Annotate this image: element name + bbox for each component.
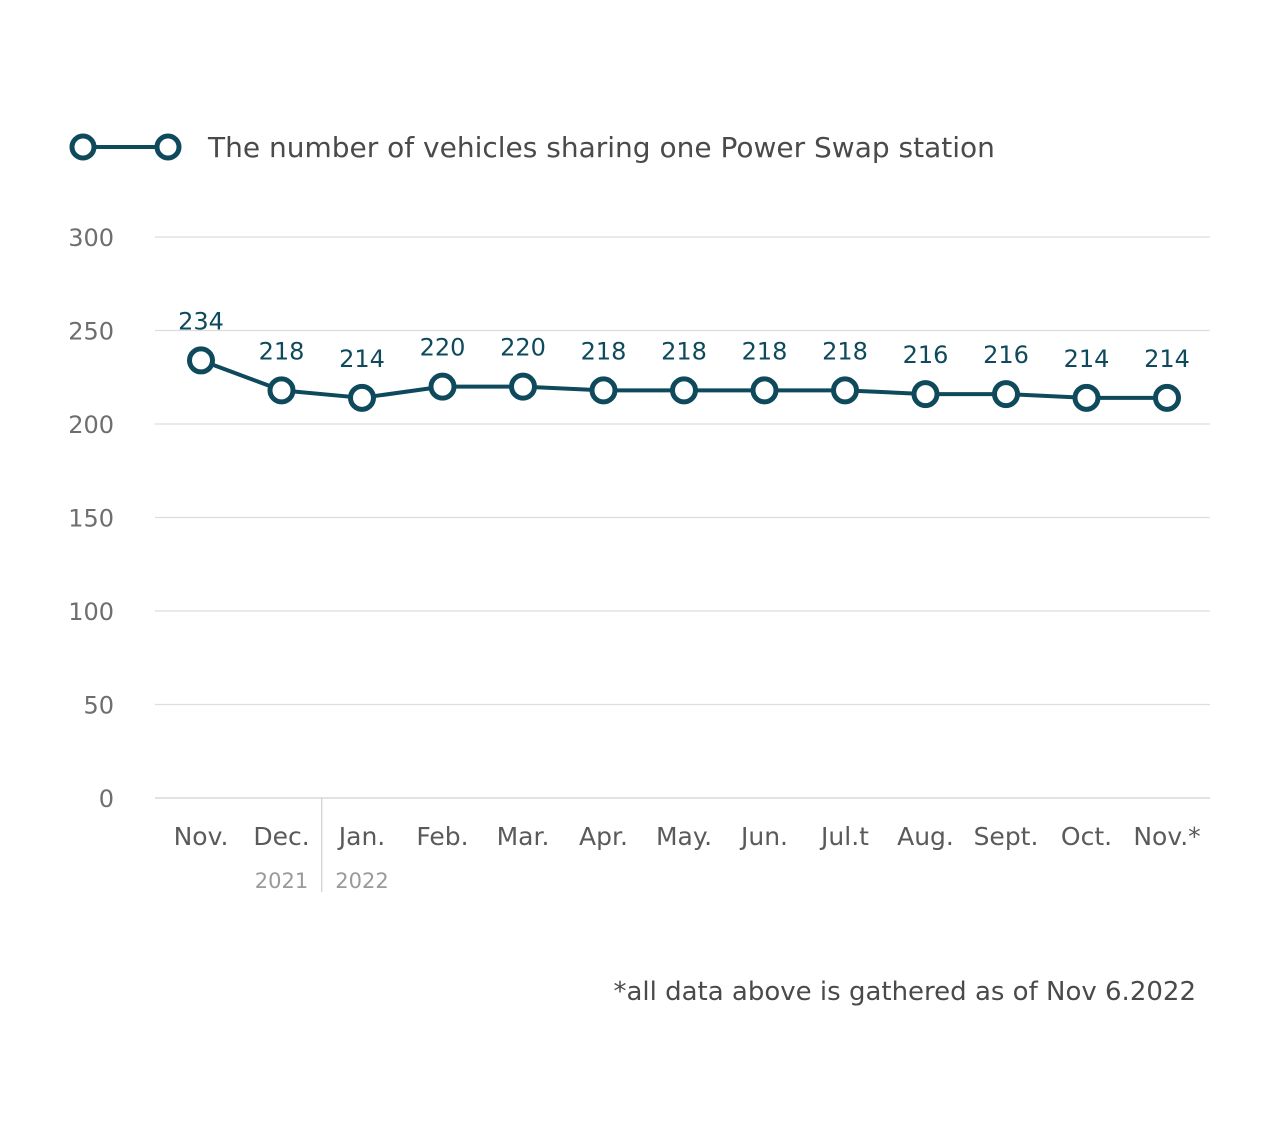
x-tick-label: Sept. bbox=[974, 822, 1039, 851]
data-label: 216 bbox=[983, 341, 1029, 369]
gridlines bbox=[155, 236, 1210, 799]
data-label: 220 bbox=[500, 334, 546, 362]
data-point bbox=[911, 380, 940, 409]
data-point bbox=[831, 376, 859, 405]
data-point bbox=[1153, 383, 1181, 412]
data-point bbox=[1072, 383, 1101, 412]
x-axis: Nov. Dec. Jan. Feb. Mar. Apr. May. Jun. Jul.t Aug… bbox=[174, 798, 1201, 893]
data-point bbox=[750, 376, 779, 405]
data-point bbox=[348, 383, 376, 412]
legend-marker-right bbox=[154, 133, 182, 161]
x-tick-label: Dec. bbox=[253, 822, 309, 851]
data-label: 220 bbox=[420, 334, 466, 362]
data-label: 234 bbox=[178, 307, 224, 335]
x-tick-label: Mar. bbox=[497, 822, 550, 851]
y-tick-label: 100 bbox=[68, 598, 114, 626]
x-tick-label: Jan. bbox=[337, 822, 385, 851]
year-label-2022: 2022 bbox=[335, 869, 388, 893]
data-label: 216 bbox=[903, 341, 949, 369]
x-tick-label: Jul.t bbox=[819, 822, 869, 851]
y-tick-label: 150 bbox=[68, 505, 114, 533]
x-tick-label: Oct. bbox=[1061, 822, 1112, 851]
y-axis: 0 50 100 150 200 250 300 bbox=[68, 224, 114, 813]
x-tick-label: May. bbox=[656, 822, 712, 851]
data-point bbox=[992, 380, 1020, 409]
data-label: 218 bbox=[661, 337, 707, 365]
x-tick-label: Jun. bbox=[739, 822, 788, 851]
x-tick-label: Aug. bbox=[897, 822, 954, 851]
x-tick-label: Feb. bbox=[416, 822, 468, 851]
y-tick-label: 200 bbox=[68, 411, 114, 439]
series bbox=[187, 346, 1181, 412]
data-label: 218 bbox=[581, 337, 627, 365]
legend: The number of vehicles sharing one Power… bbox=[69, 131, 995, 164]
data-label: 218 bbox=[259, 337, 305, 365]
y-tick-label: 300 bbox=[68, 224, 114, 252]
legend-label: The number of vehicles sharing one Power… bbox=[207, 131, 995, 164]
data-label: 214 bbox=[339, 345, 385, 373]
data-point bbox=[509, 372, 537, 401]
y-tick-label: 0 bbox=[99, 785, 114, 813]
x-tick-label: Apr. bbox=[579, 822, 628, 851]
data-point bbox=[267, 376, 296, 405]
data-point bbox=[670, 376, 698, 405]
y-tick-label: 50 bbox=[83, 692, 114, 720]
data-point bbox=[187, 346, 215, 375]
year-label-2021: 2021 bbox=[255, 869, 308, 893]
data-point bbox=[589, 376, 618, 405]
data-point bbox=[428, 372, 457, 401]
footnote: *all data above is gathered as of Nov 6.… bbox=[613, 977, 1196, 1007]
y-tick-label: 250 bbox=[68, 318, 114, 346]
data-label: 218 bbox=[822, 337, 868, 365]
x-tick-label: Nov.* bbox=[1133, 822, 1200, 851]
data-labels: 234 218 214 220 220 218 218 218 218 216 216 214 214 bbox=[178, 307, 1190, 372]
data-label: 218 bbox=[742, 337, 788, 365]
data-label: 214 bbox=[1144, 345, 1190, 373]
x-tick-label: Nov. bbox=[174, 822, 229, 851]
legend-marker-left bbox=[69, 133, 97, 161]
data-label: 214 bbox=[1064, 345, 1110, 373]
